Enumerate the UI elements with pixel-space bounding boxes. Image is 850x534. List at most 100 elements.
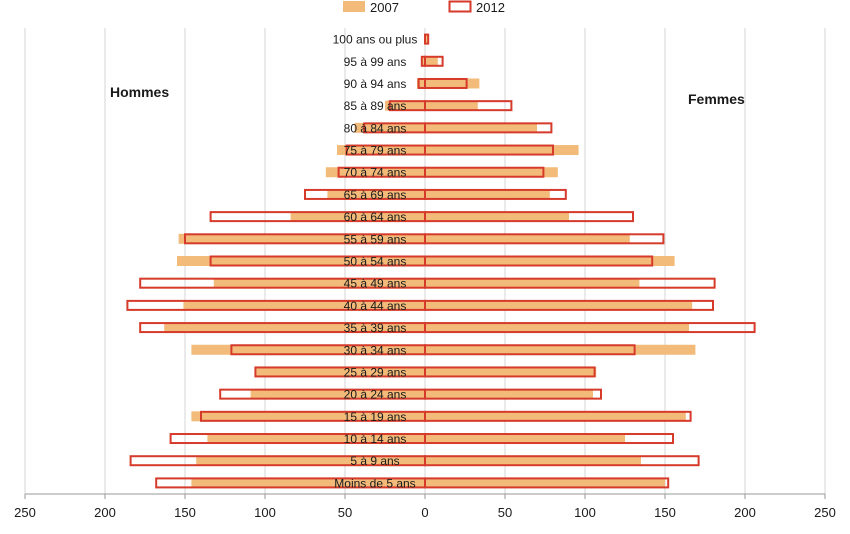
legend-label-2007: 2007 xyxy=(370,0,399,15)
bar-2012-femmes xyxy=(424,122,553,134)
bar-2012-femmes xyxy=(424,433,674,445)
bar-2007-hommes xyxy=(255,366,425,377)
bar-2007-femmes xyxy=(425,411,686,422)
age-group-label: 45 à 49 ans xyxy=(344,277,407,291)
bar-2007-hommes xyxy=(183,300,425,311)
age-group-label: 50 à 54 ans xyxy=(344,255,407,269)
bar-2012-femmes xyxy=(424,188,567,200)
x-tick-label: 200 xyxy=(94,505,116,520)
age-group-label: 20 à 24 ans xyxy=(344,388,407,402)
bar-2007-femmes xyxy=(425,189,550,200)
bar-2007-femmes xyxy=(425,455,641,466)
bar-2007-hommes xyxy=(385,100,425,111)
age-group-label: 15 à 19 ans xyxy=(344,410,407,424)
age-group-label: 25 à 29 ans xyxy=(344,365,407,379)
x-tick-label: 50 xyxy=(498,505,512,520)
bar-2007-femmes xyxy=(425,433,625,444)
age-group-label: 90 à 94 ans xyxy=(344,77,407,91)
bar-2007-femmes xyxy=(425,322,689,333)
bar-2007-hommes xyxy=(191,411,425,422)
bar-2012-femmes xyxy=(424,477,670,489)
bar-2012-femmes xyxy=(424,322,756,334)
age-group-label: 65 à 69 ans xyxy=(344,188,407,202)
bar-2007-femmes xyxy=(425,145,579,156)
bar-2007-hommes xyxy=(354,122,425,133)
legend-swatch-2007 xyxy=(343,1,365,12)
bar-2012-femmes xyxy=(424,33,430,45)
age-group-label: 35 à 39 ans xyxy=(344,321,407,335)
bar-2012-femmes xyxy=(424,410,692,422)
x-tick-label: 100 xyxy=(254,505,276,520)
bar-2007-hommes xyxy=(325,167,425,178)
age-group-label: 80 à 84 ans xyxy=(344,121,407,135)
bar-2007-hommes xyxy=(213,278,425,289)
bar-2007-hommes xyxy=(290,211,425,222)
bar-2007-hommes xyxy=(164,322,425,333)
bar-2007-hommes xyxy=(207,433,425,444)
bar-2007-femmes xyxy=(425,100,478,111)
age-group-label: 95 à 99 ans xyxy=(344,55,407,69)
bar-2012-femmes xyxy=(424,55,444,67)
bar-2012-femmes xyxy=(424,388,602,400)
x-tick-label: 150 xyxy=(174,505,196,520)
legend-swatch-2012 xyxy=(448,0,472,13)
bar-2012-femmes xyxy=(424,299,714,311)
bar-2012-femmes xyxy=(424,366,596,378)
x-tick-label: 0 xyxy=(421,505,428,520)
bar-2007-hommes xyxy=(191,477,425,488)
bars xyxy=(126,33,756,489)
bar-2007-hommes xyxy=(191,344,425,355)
age-group-label: 10 à 14 ans xyxy=(344,432,407,446)
age-group-label: 55 à 59 ans xyxy=(344,232,407,246)
legend: 2007 2012 xyxy=(343,0,505,15)
x-axis: 250 200 150 100 50 0 50 100 150 200 250 xyxy=(14,493,836,520)
age-group-label: 40 à 44 ans xyxy=(344,299,407,313)
x-tick-label: 200 xyxy=(734,505,756,520)
age-group-label: 85 à 89 ans xyxy=(344,99,407,113)
bar-2012-femmes xyxy=(424,166,545,178)
bar-2012-femmes xyxy=(424,277,716,289)
group-label-right: Femmes xyxy=(688,91,745,107)
bar-2007-hommes xyxy=(421,56,425,67)
bar-2007-hommes xyxy=(178,233,425,244)
bar-2007-femmes xyxy=(425,122,537,133)
bar-2012-femmes xyxy=(424,233,665,245)
age-group-label: 60 à 64 ans xyxy=(344,210,407,224)
bar-2012-femmes xyxy=(424,255,654,267)
x-tick-label: 100 xyxy=(574,505,596,520)
bar-2007-femmes xyxy=(425,211,569,222)
age-group-label: 75 à 79 ans xyxy=(344,144,407,158)
age-group-label: 30 à 34 ans xyxy=(344,343,407,357)
legend-label-2012: 2012 xyxy=(476,0,505,15)
bar-2007-femmes xyxy=(425,344,696,355)
bar-2007-hommes xyxy=(177,256,425,266)
x-tick-label: 150 xyxy=(654,505,676,520)
bar-2012-femmes xyxy=(424,77,468,89)
bar-2007-femmes xyxy=(425,389,593,400)
bar-2012-femmes xyxy=(424,100,513,112)
age-group-label: 5 à 9 ans xyxy=(350,454,399,468)
age-group-label: 100 ans ou plus xyxy=(333,33,418,47)
bar-2007-hommes xyxy=(327,189,425,200)
bar-2007-femmes xyxy=(425,233,630,244)
bar-2007-femmes xyxy=(425,300,693,311)
bar-2012-femmes xyxy=(424,144,554,156)
age-group-label: Moins de 5 ans xyxy=(334,476,415,490)
bar-2007-femmes xyxy=(425,256,675,266)
x-tick-label: 250 xyxy=(814,505,836,520)
x-tick-label: 50 xyxy=(338,505,352,520)
bar-2012-femmes xyxy=(424,211,634,223)
age-labels: Moins de 5 ans 5 à 9 ans 10 à 14 ans 15 à 1… xyxy=(333,33,418,491)
bar-2007-hommes xyxy=(337,145,425,156)
bar-2007-femmes xyxy=(425,167,558,178)
age-group-label: 70 à 74 ans xyxy=(344,166,407,180)
bar-2007-hommes xyxy=(196,455,425,466)
bar-2007-femmes xyxy=(425,477,665,488)
group-label-left: Hommes xyxy=(110,84,169,100)
bar-2007-hommes xyxy=(250,389,425,400)
bar-2007-femmes xyxy=(425,366,597,377)
bar-2007-femmes xyxy=(425,278,640,289)
x-tick-label: 250 xyxy=(14,505,36,520)
bar-2007-femmes xyxy=(425,56,438,67)
